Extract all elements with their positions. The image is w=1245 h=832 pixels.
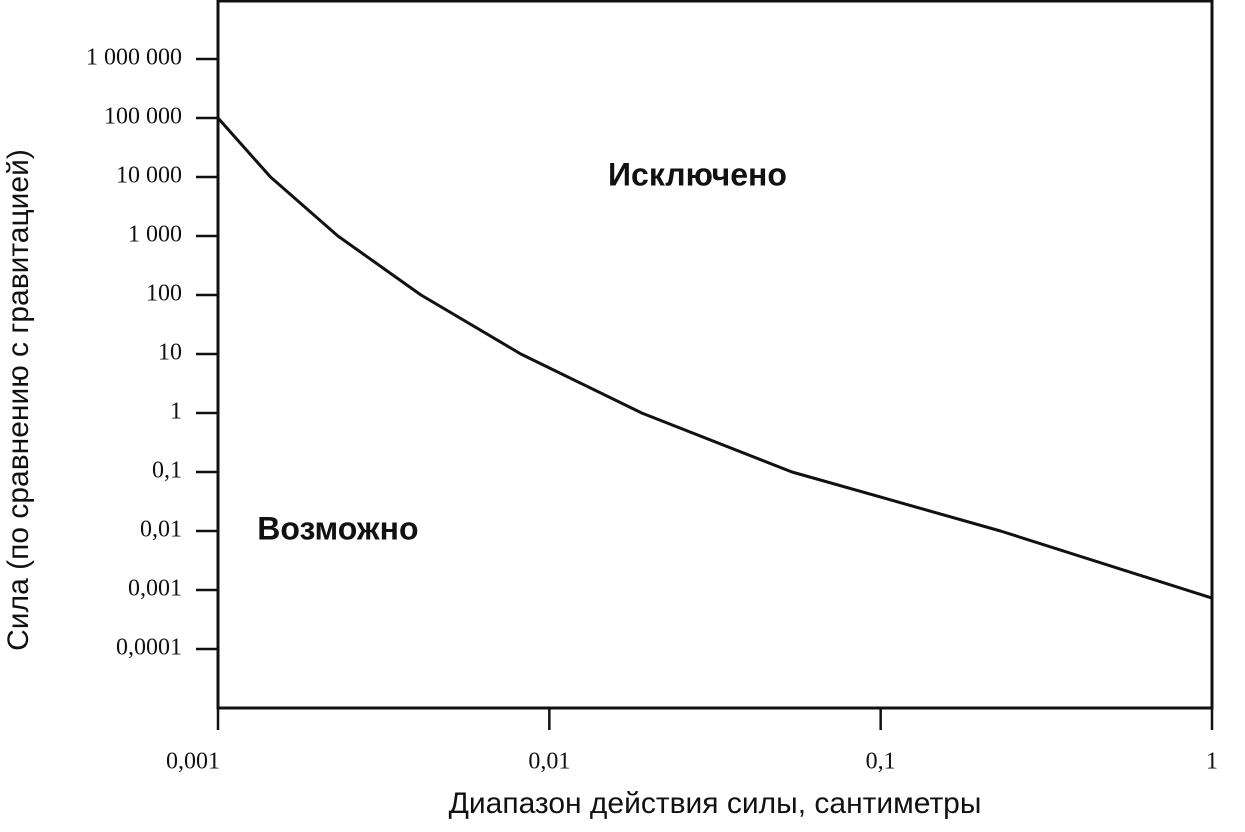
annotation: Возможно — [257, 510, 418, 546]
y-tick-label: 0,1 — [152, 458, 182, 484]
x-tick-label: 0,1 — [866, 749, 896, 775]
x-axis-title: Диапазон действия силы, сантиметры — [449, 787, 982, 820]
y-tick-label: 0,001 — [128, 576, 182, 602]
y-tick-label: 100 000 — [104, 104, 182, 130]
curve — [216, 117, 1213, 600]
y-tick-label: 100 — [146, 281, 182, 307]
y-tick-label: 0,01 — [140, 517, 182, 543]
y-axis-title: Сила (по сравнению с гравитацией) — [2, 149, 35, 651]
y-tick-label: 10 000 — [116, 163, 182, 189]
y-tick-label: 1 — [170, 399, 182, 425]
y-tick-label: 10 — [158, 340, 182, 366]
annotation: Исключено — [608, 156, 787, 192]
x-tick-label: 0,001 — [166, 749, 220, 775]
y-tick-label: 1 000 — [128, 222, 182, 248]
y-tick-label: 0,0001 — [116, 635, 182, 661]
y-tick-label: 1 000 000 — [86, 45, 182, 71]
plot-frame — [216, 0, 1214, 710]
x-tick-label: 1 — [1206, 749, 1218, 775]
x-tick-label: 0,01 — [528, 749, 570, 775]
